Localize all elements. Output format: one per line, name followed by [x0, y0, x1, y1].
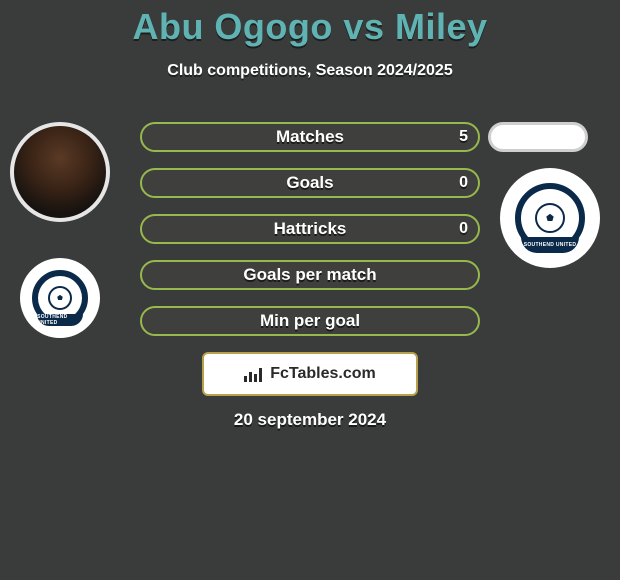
- footer-date: 20 september 2024: [0, 410, 620, 430]
- player1-name: Abu Ogogo: [132, 6, 332, 47]
- vs-text: vs: [343, 6, 384, 47]
- stat-label: Matches: [276, 127, 344, 147]
- stat-row: Goals per match: [140, 260, 480, 290]
- site-badge: FcTables.com: [202, 352, 418, 396]
- stats-table: Matches 5 Goals 0 Hattricks 0 Goals per …: [140, 122, 480, 352]
- stat-label: Min per goal: [260, 311, 360, 331]
- stat-label: Hattricks: [274, 219, 347, 239]
- site-name: FcTables.com: [270, 365, 376, 383]
- subtitle: Club competitions, Season 2024/2025: [0, 62, 620, 80]
- stat-row: Min per goal: [140, 306, 480, 336]
- stat-right-value: 0: [459, 174, 468, 192]
- stat-right-value: 5: [459, 128, 468, 146]
- player1-club-badge: SOUTHEND UNITED: [20, 258, 100, 338]
- player2-photo: [488, 122, 588, 152]
- player2-club-badge: SOUTHEND UNITED: [500, 168, 600, 268]
- stat-right-value: 0: [459, 220, 468, 238]
- player1-photo: [10, 122, 110, 222]
- stat-row: Matches 5: [140, 122, 480, 152]
- stat-row: Goals 0: [140, 168, 480, 198]
- player2-name: Miley: [395, 6, 488, 47]
- club-banner-text: SOUTHEND UNITED: [37, 314, 83, 326]
- comparison-title: Abu Ogogo vs Miley: [0, 0, 620, 48]
- club-banner-text: SOUTHEND UNITED: [521, 237, 579, 253]
- stat-label: Goals per match: [243, 265, 376, 285]
- stat-label: Goals: [286, 173, 333, 193]
- chart-icon: [244, 366, 264, 382]
- stat-row: Hattricks 0: [140, 214, 480, 244]
